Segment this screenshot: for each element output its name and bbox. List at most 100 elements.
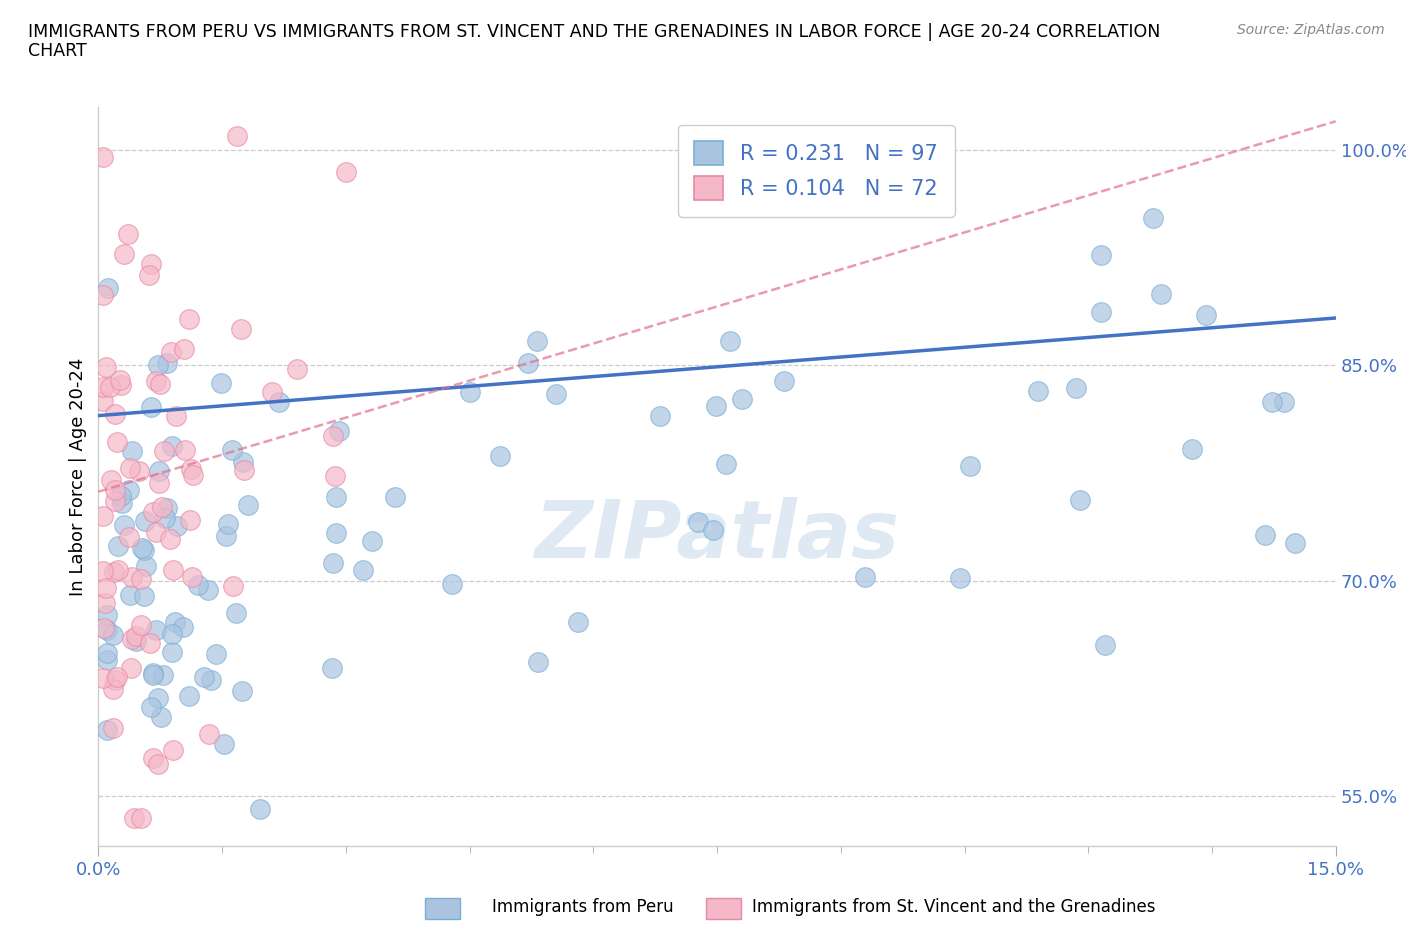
Point [249, 802, 271, 817]
Point [704, 399, 727, 414]
Point [134, 513, 156, 528]
Text: Immigrants from Peru: Immigrants from Peru [492, 897, 673, 916]
Point [221, 443, 243, 458]
Point [160, 627, 183, 642]
Point [949, 570, 972, 585]
Point [101, 682, 124, 697]
Point [112, 518, 135, 533]
Point [458, 385, 481, 400]
Point [101, 721, 124, 736]
Point [146, 358, 169, 373]
Point [91, 379, 114, 394]
Point [179, 512, 201, 527]
Point [150, 499, 173, 514]
Point [262, 385, 284, 400]
Point [197, 726, 219, 741]
Point [118, 460, 141, 475]
Point [146, 690, 169, 705]
Point [716, 457, 738, 472]
Point [212, 737, 235, 751]
Point [853, 570, 876, 585]
Point [135, 559, 157, 574]
Point [648, 409, 671, 424]
Point [238, 498, 260, 512]
Point [129, 572, 152, 587]
Point [231, 684, 253, 698]
Point [141, 400, 163, 415]
Point [100, 472, 122, 487]
Point [959, 458, 981, 473]
Point [108, 372, 131, 387]
Point [180, 461, 202, 476]
Point [91, 150, 114, 165]
Point [232, 454, 254, 469]
Point [96, 607, 118, 622]
Point [1149, 286, 1171, 301]
Point [91, 393, 114, 408]
Point [323, 469, 346, 484]
Point [205, 646, 228, 661]
Point [120, 588, 142, 603]
Point [91, 287, 114, 302]
Point [187, 578, 209, 592]
Point [335, 165, 357, 179]
Point [165, 408, 187, 423]
Point [1069, 493, 1091, 508]
Legend: R = 0.231   N = 97, R = 0.104   N = 72: R = 0.231 N = 97, R = 0.104 N = 72 [678, 125, 955, 217]
Point [107, 538, 129, 553]
Point [91, 564, 114, 578]
Point [526, 334, 548, 349]
Point [142, 665, 165, 680]
Point [441, 577, 464, 591]
Point [773, 373, 796, 388]
Point [267, 394, 290, 409]
Point [214, 529, 236, 544]
Point [173, 342, 195, 357]
Point [718, 333, 741, 348]
Point [94, 359, 117, 374]
Point [173, 442, 195, 457]
Y-axis label: In Labor Force | Age 20-24: In Labor Force | Age 20-24 [69, 357, 87, 596]
Point [325, 489, 347, 504]
Point [516, 355, 538, 370]
Point [118, 529, 141, 544]
Point [166, 519, 188, 534]
Point [118, 483, 141, 498]
Point [1090, 305, 1112, 320]
Point [1026, 384, 1049, 399]
Point [322, 555, 344, 570]
Point [125, 628, 148, 643]
Point [139, 257, 162, 272]
Text: Source: ZipAtlas.com: Source: ZipAtlas.com [1237, 23, 1385, 37]
Point [155, 511, 177, 525]
Point [688, 514, 710, 529]
Point [117, 226, 139, 241]
Point [156, 355, 179, 370]
Point [384, 489, 406, 504]
Point [221, 578, 243, 593]
Point [1194, 307, 1216, 322]
Point [122, 810, 145, 825]
Point [134, 589, 156, 604]
Point [1181, 441, 1204, 456]
Point [111, 495, 134, 510]
Point [105, 435, 128, 450]
Point [129, 618, 152, 632]
Point [328, 424, 350, 439]
Point [233, 463, 256, 478]
Point [91, 671, 114, 686]
Point [361, 533, 384, 548]
Point [96, 723, 118, 737]
Point [120, 660, 142, 675]
Point [229, 322, 252, 337]
Point [172, 619, 194, 634]
Point [544, 386, 567, 401]
Point [321, 661, 343, 676]
Point [153, 444, 176, 458]
Point [104, 673, 127, 688]
Point [1261, 395, 1284, 410]
Point [1284, 536, 1306, 551]
Point [145, 373, 167, 388]
Text: ZIPatlas: ZIPatlas [534, 497, 900, 575]
Text: CHART: CHART [28, 42, 87, 60]
